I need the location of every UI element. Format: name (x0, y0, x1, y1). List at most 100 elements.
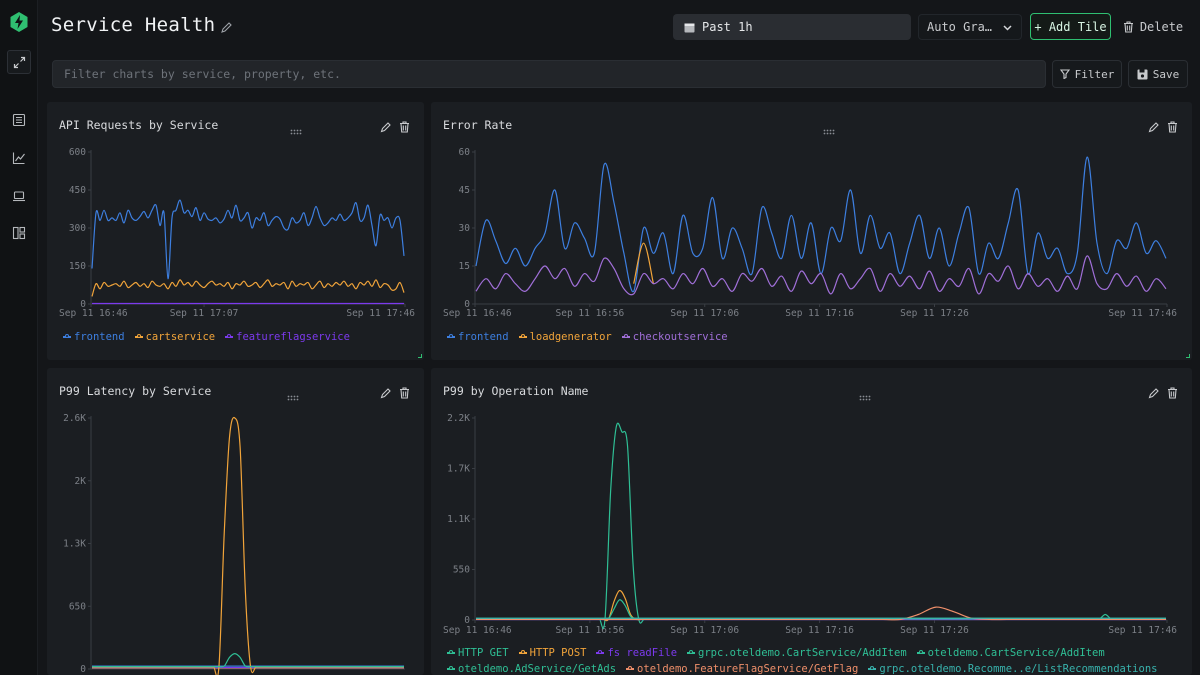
legend-item[interactable]: oteldemo.FeatureFlagService/GetFlag (626, 663, 858, 675)
y-tick-label: 0 (464, 615, 470, 626)
drag-handle-icon[interactable] (859, 386, 871, 401)
series-line-http[interactable] (92, 652, 404, 668)
tile-title: API Requests by Service (59, 118, 219, 132)
legend-item[interactable]: featureflagservice (225, 331, 350, 343)
y-tick-label: 1.1K (447, 514, 470, 525)
edit-tile-icon[interactable] (1148, 384, 1160, 399)
p99-latency-chart: 0 650 1.3K 2K 2.6K (63, 413, 405, 675)
series-line-oteldemo-featureflagservice-getflag[interactable] (476, 606, 1166, 621)
x-tick-label: Sep 11 17:46 (346, 308, 415, 319)
legend: HTTP GET HTTP POST fs readFile grpc.oteldem… (447, 647, 1177, 675)
y-tick-label: 650 (69, 601, 86, 612)
legend-swatch-icon (518, 650, 527, 654)
legend-swatch-icon (916, 650, 925, 654)
delete-label: Delete (1139, 20, 1184, 34)
legend-label: cartservice (145, 331, 216, 343)
save-button[interactable]: Save (1128, 60, 1188, 88)
app-logo-icon[interactable] (7, 10, 31, 34)
tile-title: Error Rate (443, 118, 513, 132)
dashboard-icon[interactable] (7, 221, 31, 245)
legend-item[interactable]: checkoutservice (621, 331, 728, 343)
delete-tile-icon[interactable] (399, 384, 411, 399)
series-line-frontend[interactable] (91, 199, 405, 280)
series-line-cartservice[interactable] (91, 279, 405, 297)
legend-swatch-icon (687, 650, 696, 654)
series-line-http-get[interactable] (475, 422, 1166, 630)
legend-item[interactable]: oteldemo.AdService/GetAds (447, 663, 616, 675)
legend-swatch-icon (621, 334, 630, 338)
x-tick-label: Sep 11 17:46 (1108, 308, 1177, 319)
legend-label: oteldemo.CartService/AddItem (927, 647, 1105, 659)
edit-tile-icon[interactable] (1148, 118, 1160, 133)
x-tick-label: Sep 11 16:46 (59, 308, 128, 319)
legend-label: grpc.oteldemo.Recomme..e/ListRecommendat… (879, 663, 1158, 675)
x-tick-label: Sep 11 17:26 (900, 625, 969, 636)
drag-handle-icon[interactable] (290, 120, 302, 135)
time-range-picker[interactable]: Past 1h (673, 14, 911, 40)
page-title: Service Health (51, 14, 216, 36)
edit-title-icon[interactable] (220, 19, 234, 33)
legend-item[interactable]: HTTP GET (447, 647, 509, 659)
legend: frontend loadgenerator checkoutservice (447, 331, 1167, 343)
resize-handle[interactable] (1186, 354, 1190, 358)
filter-button[interactable]: Filter (1052, 60, 1122, 88)
filter-label: Filter (1074, 67, 1115, 81)
edit-tile-icon[interactable] (380, 384, 392, 399)
legend: frontend cartservice featureflagservice (63, 331, 413, 343)
legend-swatch-icon (868, 666, 877, 670)
legend-swatch-icon (225, 334, 234, 338)
edit-tile-icon[interactable] (380, 118, 392, 133)
main-area: Service Health Past 1h Auto Gra… + Add T… (38, 0, 1200, 675)
laptop-icon[interactable] (7, 184, 31, 208)
delete-dashboard-button[interactable]: Delete (1118, 14, 1188, 40)
series-line-frontend[interactable] (475, 156, 1167, 293)
y-tick-label: 450 (69, 185, 86, 196)
legend-item[interactable]: frontend (447, 331, 509, 343)
legend-swatch-icon (518, 334, 527, 338)
legend-label: oteldemo.AdService/GetAds (458, 663, 617, 675)
legend-item[interactable]: frontend (63, 331, 125, 343)
resize-handle[interactable] (418, 354, 422, 358)
expand-icon[interactable] (7, 50, 31, 74)
filter-charts-input[interactable] (52, 60, 1046, 88)
legend-label: frontend (458, 331, 509, 343)
y-tick-label: 1.7K (447, 464, 470, 475)
y-tick-label: 1.3K (63, 539, 86, 550)
series-line-http-post[interactable] (475, 589, 1166, 622)
drag-handle-icon[interactable] (823, 120, 835, 135)
delete-tile-icon[interactable] (399, 118, 411, 133)
legend-swatch-icon (596, 650, 605, 654)
sidebar (0, 0, 38, 675)
series-line-checkoutservice[interactable] (475, 255, 1167, 296)
legend-item[interactable]: grpc.oteldemo.Recomme..e/ListRecommendat… (868, 663, 1157, 675)
legend-label: HTTP POST (529, 647, 587, 659)
legend-item[interactable]: loadgenerator (518, 331, 612, 343)
logs-icon[interactable] (7, 108, 31, 132)
chart-icon[interactable] (7, 146, 31, 170)
calendar-icon (684, 22, 695, 33)
delete-tile-icon[interactable] (1167, 118, 1179, 133)
drag-handle-icon[interactable] (287, 386, 299, 401)
legend-item[interactable]: cartservice (134, 331, 216, 343)
p99-operation-chart: 0 550 1.1K 1.7K 2.2K Sep 11 16:46 Sep 11 16:56… (443, 413, 1177, 636)
legend-label: fs readFile (607, 647, 678, 659)
series-line-loadgenerator[interactable] (633, 242, 654, 284)
x-tick-label: Sep 11 16:56 (556, 625, 625, 636)
delete-tile-icon[interactable] (1167, 384, 1179, 399)
y-tick-label: 0 (80, 299, 86, 310)
error-rate-chart: 0 15 30 45 60 Sep 11 16:46 Sep 11 16:56 Sep 11 … (443, 147, 1177, 319)
granularity-select[interactable]: Auto Gra… (918, 14, 1022, 40)
legend-item[interactable]: oteldemo.CartService/AddItem (916, 647, 1105, 659)
legend-item[interactable]: grpc.oteldemo.CartService/AddItem (687, 647, 907, 659)
x-tick-label: Sep 11 17:06 (670, 625, 739, 636)
legend-swatch-icon (626, 666, 635, 670)
tile-p99-operation: P99 by Operation Name 0 550 1.1K 1.7K 2.2K Se… (431, 368, 1192, 675)
legend-item[interactable]: fs readFile (596, 647, 677, 659)
x-tick-label: Sep 11 16:46 (443, 308, 512, 319)
x-tick-label: Sep 11 17:07 (170, 308, 239, 319)
series-line-grpc-oteldemo-cartservice-additem[interactable] (476, 599, 1166, 620)
add-tile-button[interactable]: + Add Tile (1030, 13, 1111, 40)
series-line-loadgenerator[interactable] (92, 416, 404, 675)
legend-item[interactable]: HTTP POST (518, 647, 587, 659)
granularity-label: Auto Gra… (927, 20, 993, 34)
